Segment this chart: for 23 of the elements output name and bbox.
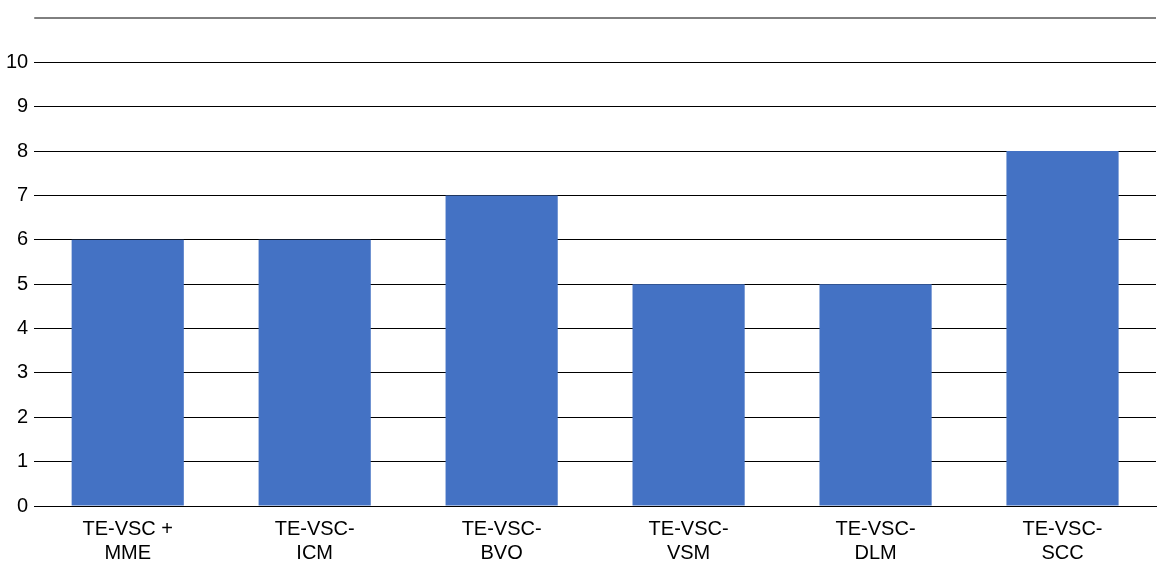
y-tick-label: 9 [17, 94, 29, 117]
x-tick-label: TE-VSC-SCC [1022, 516, 1103, 563]
y-tick-label: 1 [17, 449, 29, 472]
x-tick-label: TE-VSC-VSM [648, 516, 729, 563]
x-tick-label: TE-VSC-ICM [274, 516, 355, 563]
x-tick-label: TE-VSC-BVO [461, 516, 542, 563]
y-tick-label: 0 [17, 493, 29, 516]
y-tick-label: 6 [17, 227, 29, 250]
bar [819, 284, 932, 506]
bar [1006, 151, 1119, 506]
bar [632, 284, 745, 506]
bar [71, 239, 184, 506]
y-tick-label: 4 [17, 316, 29, 339]
y-tick-label: 2 [17, 404, 29, 427]
y-tick-label: 5 [17, 271, 29, 294]
bar [445, 195, 558, 506]
y-tick-label: 10 [6, 49, 29, 72]
y-tick-label: 8 [17, 138, 29, 161]
x-tick-label: TE-VSC-DLM [835, 516, 916, 563]
bar [258, 239, 371, 506]
y-tick-label: 3 [17, 360, 29, 383]
y-tick-label: 7 [17, 182, 29, 205]
x-tick-label: TE-VSC + MME [82, 516, 174, 563]
